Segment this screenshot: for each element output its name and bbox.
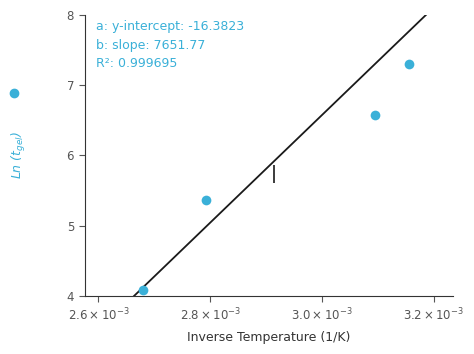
Point [139, 287, 147, 292]
Y-axis label: Ln ($t_{gel}$): Ln ($t_{gel}$) [10, 131, 27, 179]
Text: a: y-intercept: -16.3823
b: slope: 7651.77
R²: 0.999695: a: y-intercept: -16.3823 b: slope: 7651.… [96, 20, 244, 70]
Point [202, 197, 210, 202]
Point [405, 61, 412, 67]
Point [371, 113, 379, 118]
X-axis label: Inverse Temperature (1/K): Inverse Temperature (1/K) [187, 331, 351, 344]
